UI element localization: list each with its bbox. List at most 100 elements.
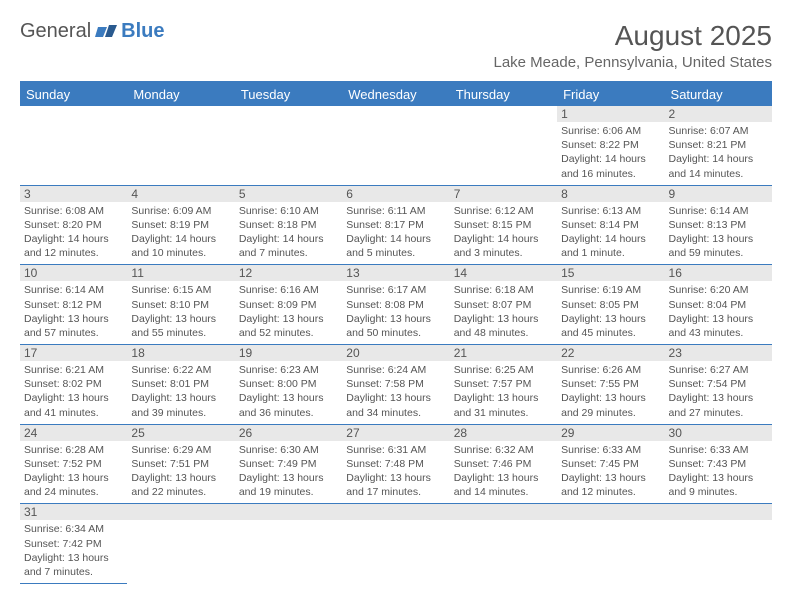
day-number: 2 <box>665 106 772 122</box>
calendar-day-cell <box>20 106 127 185</box>
day-details: Sunrise: 6:07 AMSunset: 8:21 PMDaylight:… <box>665 122 772 185</box>
day-details: Sunrise: 6:12 AMSunset: 8:15 PMDaylight:… <box>450 202 557 265</box>
day-details: Sunrise: 6:06 AMSunset: 8:22 PMDaylight:… <box>557 122 664 185</box>
calendar-day-cell: 24Sunrise: 6:28 AMSunset: 7:52 PMDayligh… <box>20 424 127 504</box>
day-number: 30 <box>665 425 772 441</box>
day-number: 24 <box>20 425 127 441</box>
calendar-day-cell <box>127 504 234 584</box>
calendar-day-cell: 16Sunrise: 6:20 AMSunset: 8:04 PMDayligh… <box>665 265 772 345</box>
day-number: 26 <box>235 425 342 441</box>
calendar-day-cell: 22Sunrise: 6:26 AMSunset: 7:55 PMDayligh… <box>557 345 664 425</box>
calendar-day-cell: 4Sunrise: 6:09 AMSunset: 8:19 PMDaylight… <box>127 185 234 265</box>
day-details: Sunrise: 6:15 AMSunset: 8:10 PMDaylight:… <box>127 281 234 344</box>
day-number: 18 <box>127 345 234 361</box>
day-number: 27 <box>342 425 449 441</box>
location-text: Lake Meade, Pennsylvania, United States <box>493 54 772 71</box>
calendar-day-cell: 31Sunrise: 6:34 AMSunset: 7:42 PMDayligh… <box>20 504 127 584</box>
day-details: Sunrise: 6:27 AMSunset: 7:54 PMDaylight:… <box>665 361 772 424</box>
day-number: 13 <box>342 265 449 281</box>
calendar-day-cell <box>127 106 234 185</box>
day-details: Sunrise: 6:28 AMSunset: 7:52 PMDaylight:… <box>20 441 127 504</box>
day-details: Sunrise: 6:30 AMSunset: 7:49 PMDaylight:… <box>235 441 342 504</box>
day-number: 31 <box>20 504 127 520</box>
calendar-day-cell <box>557 504 664 584</box>
day-details: Sunrise: 6:20 AMSunset: 8:04 PMDaylight:… <box>665 281 772 344</box>
weekday-header: Monday <box>127 83 234 106</box>
calendar-day-cell: 19Sunrise: 6:23 AMSunset: 8:00 PMDayligh… <box>235 345 342 425</box>
day-number: 1 <box>557 106 664 122</box>
logo-text-general: General <box>20 20 91 43</box>
calendar-day-cell <box>665 504 772 584</box>
calendar-day-cell <box>342 504 449 584</box>
calendar-week-row: 10Sunrise: 6:14 AMSunset: 8:12 PMDayligh… <box>20 265 772 345</box>
day-details: Sunrise: 6:16 AMSunset: 8:09 PMDaylight:… <box>235 281 342 344</box>
day-details: Sunrise: 6:14 AMSunset: 8:13 PMDaylight:… <box>665 202 772 265</box>
day-number: 19 <box>235 345 342 361</box>
day-number: 25 <box>127 425 234 441</box>
day-details: Sunrise: 6:33 AMSunset: 7:43 PMDaylight:… <box>665 441 772 504</box>
calendar-day-cell <box>235 504 342 584</box>
calendar-week-row: 31Sunrise: 6:34 AMSunset: 7:42 PMDayligh… <box>20 504 772 584</box>
day-details: Sunrise: 6:19 AMSunset: 8:05 PMDaylight:… <box>557 281 664 344</box>
calendar-day-cell: 18Sunrise: 6:22 AMSunset: 8:01 PMDayligh… <box>127 345 234 425</box>
calendar-day-cell: 5Sunrise: 6:10 AMSunset: 8:18 PMDaylight… <box>235 185 342 265</box>
calendar-table: SundayMondayTuesdayWednesdayThursdayFrid… <box>20 83 772 584</box>
weekday-header: Friday <box>557 83 664 106</box>
day-number: 11 <box>127 265 234 281</box>
day-details: Sunrise: 6:10 AMSunset: 8:18 PMDaylight:… <box>235 202 342 265</box>
calendar-day-cell <box>450 504 557 584</box>
weekday-header: Thursday <box>450 83 557 106</box>
calendar-week-row: 17Sunrise: 6:21 AMSunset: 8:02 PMDayligh… <box>20 345 772 425</box>
calendar-day-cell: 23Sunrise: 6:27 AMSunset: 7:54 PMDayligh… <box>665 345 772 425</box>
logo: General Blue <box>20 20 165 43</box>
calendar-day-cell: 30Sunrise: 6:33 AMSunset: 7:43 PMDayligh… <box>665 424 772 504</box>
day-number: 8 <box>557 186 664 202</box>
day-number: 10 <box>20 265 127 281</box>
day-number: 12 <box>235 265 342 281</box>
calendar-day-cell: 15Sunrise: 6:19 AMSunset: 8:05 PMDayligh… <box>557 265 664 345</box>
calendar-day-cell <box>342 106 449 185</box>
day-details: Sunrise: 6:25 AMSunset: 7:57 PMDaylight:… <box>450 361 557 424</box>
day-details: Sunrise: 6:33 AMSunset: 7:45 PMDaylight:… <box>557 441 664 504</box>
day-details: Sunrise: 6:31 AMSunset: 7:48 PMDaylight:… <box>342 441 449 504</box>
calendar-day-cell: 25Sunrise: 6:29 AMSunset: 7:51 PMDayligh… <box>127 424 234 504</box>
day-number: 29 <box>557 425 664 441</box>
calendar-day-cell: 21Sunrise: 6:25 AMSunset: 7:57 PMDayligh… <box>450 345 557 425</box>
day-details: Sunrise: 6:24 AMSunset: 7:58 PMDaylight:… <box>342 361 449 424</box>
day-number: 22 <box>557 345 664 361</box>
day-details: Sunrise: 6:09 AMSunset: 8:19 PMDaylight:… <box>127 202 234 265</box>
day-details: Sunrise: 6:34 AMSunset: 7:42 PMDaylight:… <box>20 520 127 583</box>
calendar-day-cell: 6Sunrise: 6:11 AMSunset: 8:17 PMDaylight… <box>342 185 449 265</box>
calendar-day-cell: 20Sunrise: 6:24 AMSunset: 7:58 PMDayligh… <box>342 345 449 425</box>
day-number: 15 <box>557 265 664 281</box>
calendar-day-cell: 26Sunrise: 6:30 AMSunset: 7:49 PMDayligh… <box>235 424 342 504</box>
title-block: August 2025 Lake Meade, Pennsylvania, Un… <box>493 20 772 71</box>
day-number: 28 <box>450 425 557 441</box>
calendar-day-cell: 8Sunrise: 6:13 AMSunset: 8:14 PMDaylight… <box>557 185 664 265</box>
calendar-day-cell <box>450 106 557 185</box>
day-number: 14 <box>450 265 557 281</box>
day-number: 9 <box>665 186 772 202</box>
calendar-day-cell: 29Sunrise: 6:33 AMSunset: 7:45 PMDayligh… <box>557 424 664 504</box>
weekday-header-row: SundayMondayTuesdayWednesdayThursdayFrid… <box>20 83 772 106</box>
calendar-day-cell: 3Sunrise: 6:08 AMSunset: 8:20 PMDaylight… <box>20 185 127 265</box>
day-details: Sunrise: 6:21 AMSunset: 8:02 PMDaylight:… <box>20 361 127 424</box>
day-number: 5 <box>235 186 342 202</box>
day-details: Sunrise: 6:13 AMSunset: 8:14 PMDaylight:… <box>557 202 664 265</box>
calendar-day-cell: 9Sunrise: 6:14 AMSunset: 8:13 PMDaylight… <box>665 185 772 265</box>
calendar-week-row: 24Sunrise: 6:28 AMSunset: 7:52 PMDayligh… <box>20 424 772 504</box>
day-number: 7 <box>450 186 557 202</box>
calendar-day-cell: 28Sunrise: 6:32 AMSunset: 7:46 PMDayligh… <box>450 424 557 504</box>
day-number: 17 <box>20 345 127 361</box>
calendar-day-cell: 10Sunrise: 6:14 AMSunset: 8:12 PMDayligh… <box>20 265 127 345</box>
calendar-body: 1Sunrise: 6:06 AMSunset: 8:22 PMDaylight… <box>20 106 772 584</box>
header: General Blue August 2025 Lake Meade, Pen… <box>20 20 772 71</box>
calendar-day-cell: 11Sunrise: 6:15 AMSunset: 8:10 PMDayligh… <box>127 265 234 345</box>
day-details: Sunrise: 6:22 AMSunset: 8:01 PMDaylight:… <box>127 361 234 424</box>
calendar-day-cell: 13Sunrise: 6:17 AMSunset: 8:08 PMDayligh… <box>342 265 449 345</box>
day-details: Sunrise: 6:14 AMSunset: 8:12 PMDaylight:… <box>20 281 127 344</box>
calendar-day-cell: 12Sunrise: 6:16 AMSunset: 8:09 PMDayligh… <box>235 265 342 345</box>
calendar-day-cell: 14Sunrise: 6:18 AMSunset: 8:07 PMDayligh… <box>450 265 557 345</box>
day-number: 21 <box>450 345 557 361</box>
day-number: 23 <box>665 345 772 361</box>
